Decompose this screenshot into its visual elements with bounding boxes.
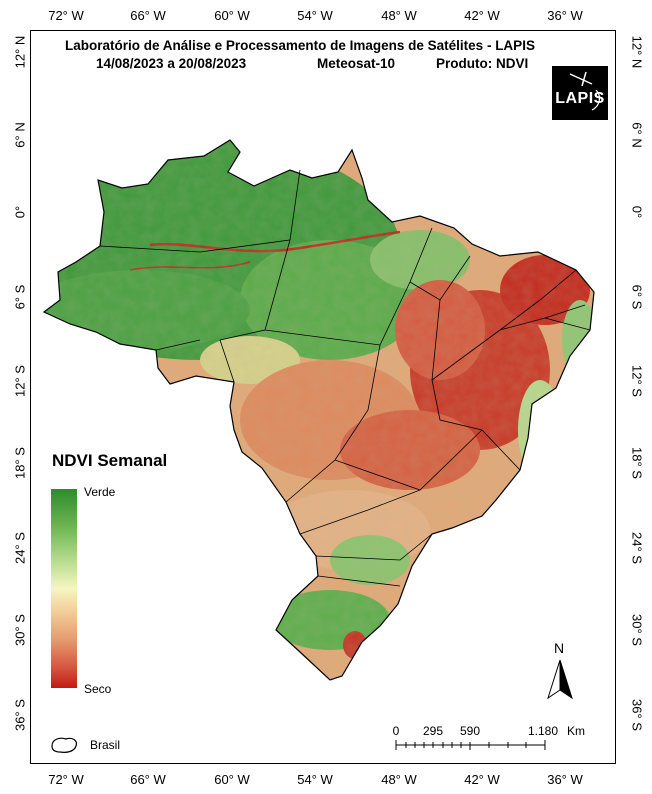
- legend-title: NDVI Semanal: [52, 451, 168, 470]
- lon-tick: 54° W: [297, 8, 333, 23]
- lon-tick: 42° W: [464, 772, 500, 787]
- north-label: N: [554, 640, 565, 656]
- brazil-outline: [42, 139, 595, 681]
- lon-tick: 54° W: [297, 772, 333, 787]
- lon-tick: 72° W: [48, 772, 84, 787]
- satellite-icon: [569, 71, 601, 111]
- lon-tick: 66° W: [130, 8, 166, 23]
- lon-tick: 72° W: [48, 8, 84, 23]
- scale-tick-label: 590: [459, 724, 481, 738]
- lon-tick: 36° W: [547, 8, 583, 23]
- legend-bottom-label: Seco: [84, 682, 112, 696]
- state-boundaries: [99, 169, 591, 587]
- scale-tick-label: 1.180: [527, 724, 559, 738]
- ndvi-raster: [44, 140, 594, 680]
- legend-top-label: Verde: [84, 485, 116, 499]
- scale-bar: [395, 740, 546, 750]
- lon-tick: 66° W: [130, 772, 166, 787]
- lon-tick: 36° W: [547, 772, 583, 787]
- logo-text: LAPIS: [555, 90, 605, 107]
- lon-tick: 60° W: [214, 8, 250, 23]
- map-title: Laboratório de Análise e Processamento d…: [65, 38, 535, 53]
- brasil-legend-icon: [51, 737, 77, 753]
- satellite-name: Meteosat-10: [317, 56, 396, 71]
- lon-tick: 48° W: [381, 8, 417, 23]
- ndvi-color-ramp: [51, 489, 77, 688]
- north-arrow-icon: [547, 659, 573, 700]
- date-range: 14/08/2023 a 20/08/2023: [96, 56, 247, 71]
- lapis-logo: LAPIS: [552, 66, 608, 120]
- product-name: Produto: NDVI: [436, 56, 529, 71]
- lon-tick: 42° W: [464, 8, 500, 23]
- scale-unit: Km: [567, 724, 585, 738]
- scale-tick-label: 0: [392, 724, 400, 738]
- scale-tick-label: 295: [422, 724, 444, 738]
- legend-boundary-label: Brasil: [90, 738, 121, 752]
- lon-tick: 60° W: [214, 772, 250, 787]
- lon-tick: 48° W: [381, 772, 417, 787]
